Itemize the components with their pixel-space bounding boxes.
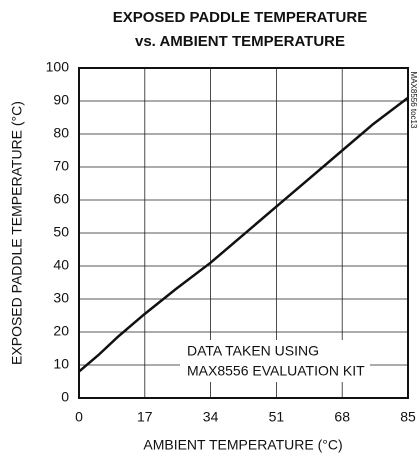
annotation-box bbox=[180, 340, 370, 382]
y-tick-label: 50 bbox=[53, 224, 69, 240]
x-tick-label: 17 bbox=[137, 409, 153, 425]
x-tick-label: 34 bbox=[203, 409, 219, 425]
y-tick-label: 20 bbox=[53, 323, 69, 339]
y-tick-label: 40 bbox=[53, 257, 69, 273]
y-tick-label: 100 bbox=[46, 59, 70, 75]
data-line bbox=[78, 96, 409, 373]
figure-id: MAX8556 toc13 bbox=[409, 72, 418, 129]
plot-frame bbox=[78, 67, 409, 399]
y-tick-label: 60 bbox=[53, 191, 69, 207]
y-tick-label: 80 bbox=[53, 125, 69, 141]
y-tick-label: 10 bbox=[53, 356, 69, 372]
x-tick-label: 51 bbox=[269, 409, 285, 425]
y-tick-label: 30 bbox=[53, 290, 69, 306]
x-axis-label: AMBIENT TEMPERATURE (°C) bbox=[143, 437, 342, 453]
chart-title: EXPOSED PADDLE TEMPERATURE bbox=[113, 9, 367, 26]
x-tick-label: 85 bbox=[400, 409, 416, 425]
y-axis-label: EXPOSED PADDLE TEMPERATURE (°C) bbox=[9, 101, 25, 365]
annotation: DATA TAKEN USING bbox=[187, 343, 319, 359]
x-tick-label: 68 bbox=[334, 409, 350, 425]
y-tick-label: 90 bbox=[53, 92, 69, 108]
y-tick-label: 0 bbox=[61, 389, 69, 405]
x-tick-label: 0 bbox=[75, 409, 83, 425]
y-tick-label: 70 bbox=[53, 158, 69, 174]
chart-title: vs. AMBIENT TEMPERATURE bbox=[135, 33, 345, 50]
annotation: MAX8556 EVALUATION KIT bbox=[187, 363, 365, 379]
